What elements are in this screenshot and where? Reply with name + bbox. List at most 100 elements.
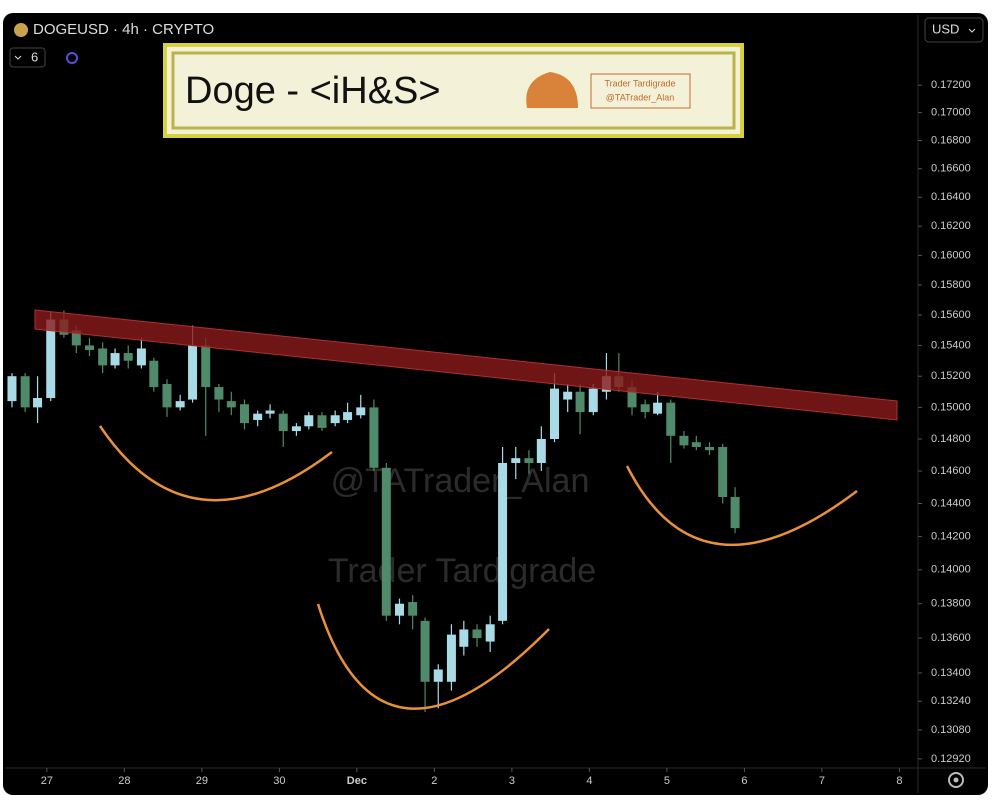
candle-body <box>524 458 534 463</box>
candle-body <box>640 404 650 413</box>
candle-body <box>369 407 379 468</box>
y-tick-label: 0.14000 <box>931 564 971 576</box>
y-tick-label: 0.13400 <box>931 667 971 679</box>
settings-icon[interactable] <box>948 772 964 788</box>
candle-body <box>485 624 495 642</box>
candle-body <box>511 458 521 463</box>
x-tick-label: 8 <box>896 775 902 787</box>
candle-body <box>343 412 353 420</box>
y-tick-label: 0.14400 <box>931 497 971 509</box>
y-tick-label: 0.16600 <box>931 163 971 175</box>
currency-label: USD <box>932 21 959 36</box>
y-tick-label: 0.15000 <box>931 401 971 413</box>
candle-body <box>188 345 198 400</box>
candle-body <box>317 415 327 428</box>
y-tick-label: 0.13800 <box>931 598 971 610</box>
candle-body <box>110 353 120 366</box>
candle-body <box>162 383 172 408</box>
candle-body <box>446 634 456 682</box>
left-shoulder-arc <box>98 425 333 502</box>
interval-button[interactable] <box>9 47 46 68</box>
x-tick-label: 5 <box>664 775 670 787</box>
y-tick-label: 0.14800 <box>931 433 971 445</box>
candle-body <box>394 603 404 616</box>
candle-body <box>330 415 340 424</box>
candle-body <box>71 330 81 346</box>
candle-body <box>433 669 443 682</box>
candle-body <box>291 426 301 432</box>
y-tick-label: 0.16400 <box>931 191 971 203</box>
x-tick-label: 6 <box>741 775 747 787</box>
candle-body <box>175 401 185 408</box>
title-box <box>163 43 744 138</box>
candle-body <box>123 353 133 361</box>
candle-body <box>536 438 546 463</box>
y-tick-label: 0.15600 <box>931 309 971 321</box>
candle-body <box>730 496 740 529</box>
y-tick-label: 0.16200 <box>931 220 971 232</box>
candle-body <box>278 413 288 432</box>
candle-body <box>304 415 314 427</box>
x-tick-label: 29 <box>196 775 208 787</box>
candle-body <box>33 397 43 408</box>
y-tick-label: 0.15400 <box>931 339 971 351</box>
y-tick-label: 0.13080 <box>931 724 971 736</box>
candle-body <box>563 391 573 400</box>
chevron <box>968 28 976 33</box>
y-tick-label: 0.16000 <box>931 249 971 261</box>
candle-body <box>253 413 263 420</box>
y-tick-label: 0.12920 <box>931 753 971 765</box>
candle-body <box>420 620 430 682</box>
candle-body <box>653 402 663 414</box>
candle-body <box>575 391 585 413</box>
y-tick-label: 0.15200 <box>931 370 971 382</box>
candle-body <box>239 404 249 424</box>
coin-icon <box>14 23 28 37</box>
candle-body <box>226 401 236 408</box>
x-tick-label: 4 <box>586 775 592 787</box>
neckline <box>34 309 898 421</box>
chevron <box>14 55 22 60</box>
candle-body <box>679 435 689 446</box>
y-tick-label: 0.15800 <box>931 279 971 291</box>
candle-body <box>459 629 469 647</box>
badge-box <box>590 73 691 109</box>
y-tick-label: 0.13600 <box>931 632 971 644</box>
symbol-label: DOGEUSD · 4h · CRYPTO <box>33 21 214 38</box>
candle-body <box>408 602 418 616</box>
candle-body <box>46 319 56 398</box>
y-tick-label: 0.17000 <box>931 107 971 119</box>
x-tick-label: 30 <box>273 775 285 787</box>
x-tick-label: Dec <box>347 775 367 787</box>
y-tick-label: 0.16800 <box>931 134 971 146</box>
candle-body <box>627 387 637 408</box>
watermark-name: Trader Tardigrade <box>328 552 596 590</box>
y-tick-label: 0.14200 <box>931 530 971 542</box>
chart-panel <box>3 13 988 795</box>
candle-body <box>705 446 715 451</box>
candle-body <box>201 345 211 388</box>
title-box-inner <box>171 51 736 130</box>
y-tick-label: 0.14600 <box>931 465 971 477</box>
candle-body <box>381 467 391 616</box>
interval-badge: 6 <box>31 49 38 64</box>
candle-body <box>149 360 159 388</box>
candle-body <box>588 388 598 413</box>
candle-body <box>214 387 224 400</box>
candle-body <box>136 348 146 366</box>
candle-body <box>356 407 366 416</box>
y-tick-label: 0.13240 <box>931 695 971 707</box>
x-tick-label: 2 <box>431 775 437 787</box>
logo <box>526 72 578 108</box>
candle-body <box>98 348 108 366</box>
candle-body <box>498 462 508 621</box>
head-arc <box>316 603 550 710</box>
candle-body <box>691 442 701 447</box>
y-tick-label: 0.17200 <box>931 79 971 91</box>
currency-button[interactable] <box>924 17 984 43</box>
sync-icon <box>66 52 78 64</box>
settings-icon-dot <box>953 777 959 783</box>
candle-body <box>718 446 728 497</box>
candle-body <box>84 345 94 351</box>
